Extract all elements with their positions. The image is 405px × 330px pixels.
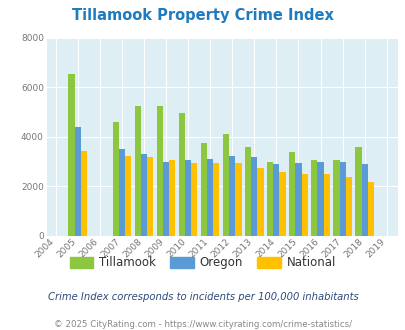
Bar	[207, 159, 213, 236]
Bar	[279, 172, 285, 236]
Bar	[317, 162, 323, 236]
Bar	[228, 155, 235, 236]
Bar	[323, 174, 329, 236]
Legend: Tillamook, Oregon, National: Tillamook, Oregon, National	[65, 252, 340, 274]
Bar	[200, 143, 207, 236]
Bar	[191, 163, 197, 236]
Bar	[345, 177, 351, 236]
Bar	[355, 147, 361, 236]
Bar	[118, 149, 125, 236]
Bar	[301, 174, 307, 236]
Text: © 2025 CityRating.com - https://www.cityrating.com/crime-statistics/: © 2025 CityRating.com - https://www.city…	[54, 320, 351, 329]
Bar	[257, 168, 263, 236]
Bar	[311, 160, 317, 236]
Bar	[112, 122, 118, 236]
Bar	[162, 162, 168, 236]
Bar	[251, 157, 257, 236]
Bar	[134, 106, 141, 236]
Bar	[156, 106, 162, 236]
Text: Crime Index corresponds to incidents per 100,000 inhabitants: Crime Index corresponds to incidents per…	[47, 292, 358, 302]
Bar	[295, 163, 301, 236]
Bar	[245, 147, 251, 236]
Bar	[178, 114, 185, 236]
Bar	[147, 157, 153, 236]
Bar	[81, 150, 87, 236]
Text: Tillamook Property Crime Index: Tillamook Property Crime Index	[72, 8, 333, 23]
Bar	[273, 164, 279, 236]
Bar	[213, 163, 219, 236]
Bar	[339, 162, 345, 236]
Bar	[75, 127, 81, 236]
Bar	[235, 163, 241, 236]
Bar	[125, 155, 131, 236]
Bar	[266, 162, 273, 236]
Bar	[185, 160, 191, 236]
Bar	[168, 160, 175, 236]
Bar	[367, 182, 373, 236]
Bar	[141, 154, 147, 236]
Bar	[333, 160, 339, 236]
Bar	[222, 135, 228, 236]
Bar	[361, 164, 367, 236]
Bar	[288, 152, 295, 236]
Bar	[68, 74, 75, 236]
